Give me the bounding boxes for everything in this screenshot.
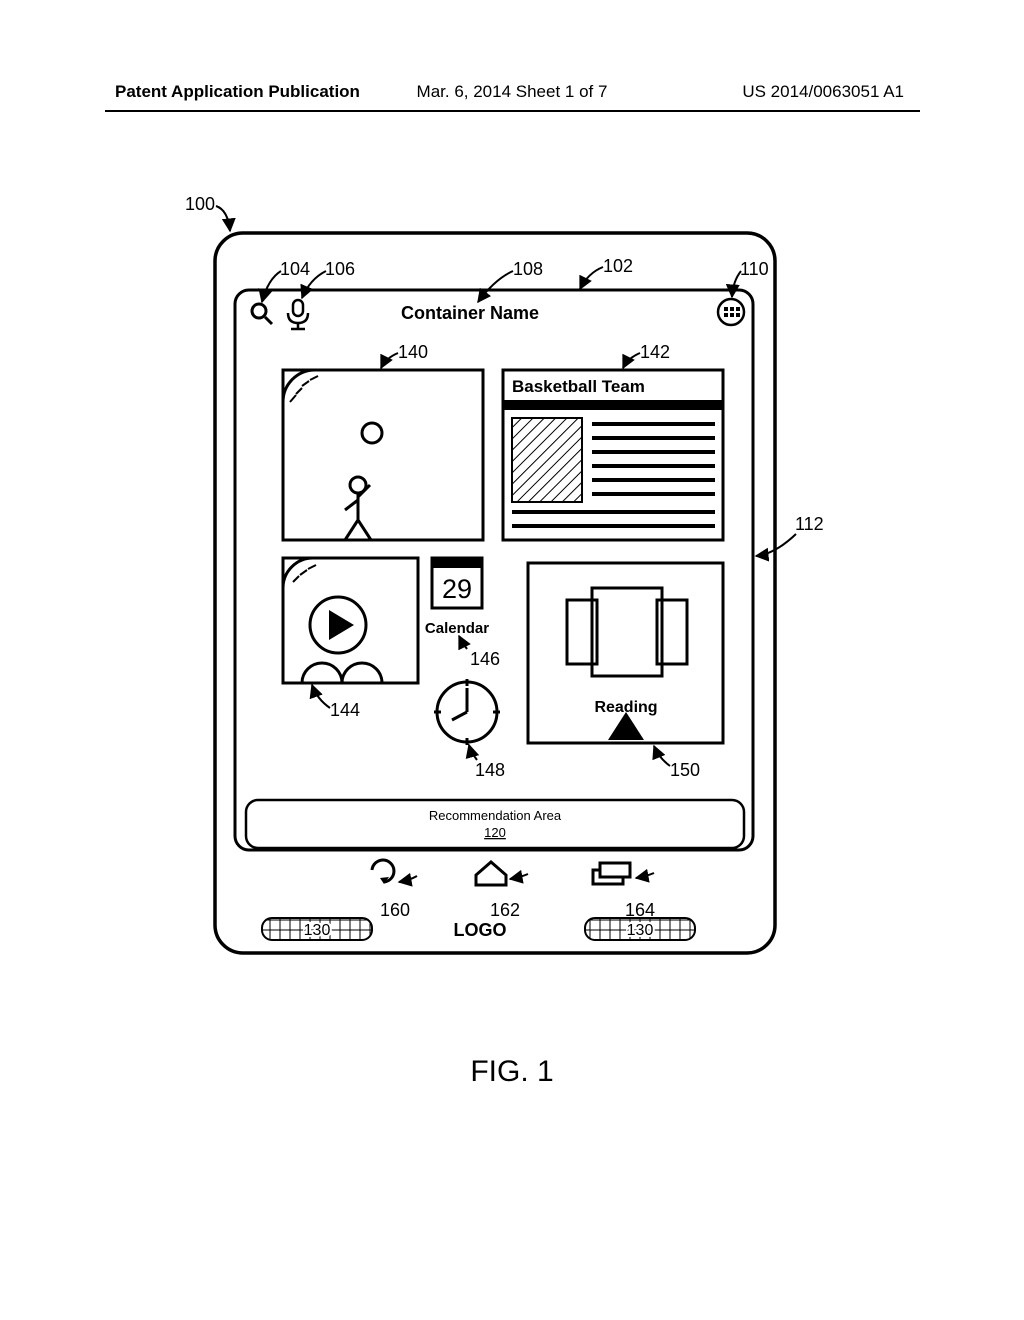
grid-button[interactable]: [718, 299, 744, 325]
tile-calendar[interactable]: 29 Calendar: [425, 558, 489, 637]
tile-140[interactable]: [283, 370, 483, 540]
tile-144[interactable]: [283, 558, 418, 683]
search-icon[interactable]: [252, 304, 272, 324]
ref-102: 102: [603, 256, 633, 276]
recommendation-label: Recommendation Area: [429, 808, 562, 823]
mic-icon[interactable]: [288, 300, 308, 329]
ref-144: 144: [330, 700, 360, 720]
ref-130b: 130: [627, 922, 654, 939]
ref-104: 104: [280, 259, 310, 279]
tile-142[interactable]: Basketball Team: [503, 370, 723, 540]
ref-100: 100: [185, 194, 215, 214]
ref-106: 106: [325, 259, 355, 279]
ref-112: 112: [795, 514, 824, 534]
ref-108: 108: [513, 259, 543, 279]
ref-162: 162: [490, 900, 520, 920]
tile-reading[interactable]: Reading: [528, 563, 723, 743]
figure-label: FIG. 1: [470, 1055, 553, 1089]
ref-142: 142: [640, 342, 670, 362]
calendar-day: 29: [442, 574, 472, 604]
ref-110: 110: [740, 259, 769, 279]
ref-160: 160: [380, 900, 410, 920]
ref-150: 150: [670, 760, 700, 780]
ref-140: 140: [398, 342, 428, 362]
ref-164: 164: [625, 900, 655, 920]
container-name: Container Name: [401, 303, 539, 323]
ref-148: 148: [475, 760, 505, 780]
patent-page: Patent Application Publication Mar. 6, 2…: [0, 0, 1024, 1320]
recent-button[interactable]: [593, 863, 630, 884]
ref-120: 120: [484, 825, 506, 840]
basketball-title: Basketball Team: [512, 377, 645, 396]
ref-146: 146: [470, 649, 500, 669]
figure-svg: Container Name: [0, 0, 1024, 1320]
back-button[interactable]: [372, 860, 394, 884]
ref-130a: 130: [304, 922, 331, 939]
tile-clock[interactable]: [434, 679, 500, 745]
home-button[interactable]: [476, 862, 506, 885]
logo-text: LOGO: [454, 920, 507, 940]
device-body: [215, 233, 775, 953]
calendar-label: Calendar: [425, 620, 489, 637]
